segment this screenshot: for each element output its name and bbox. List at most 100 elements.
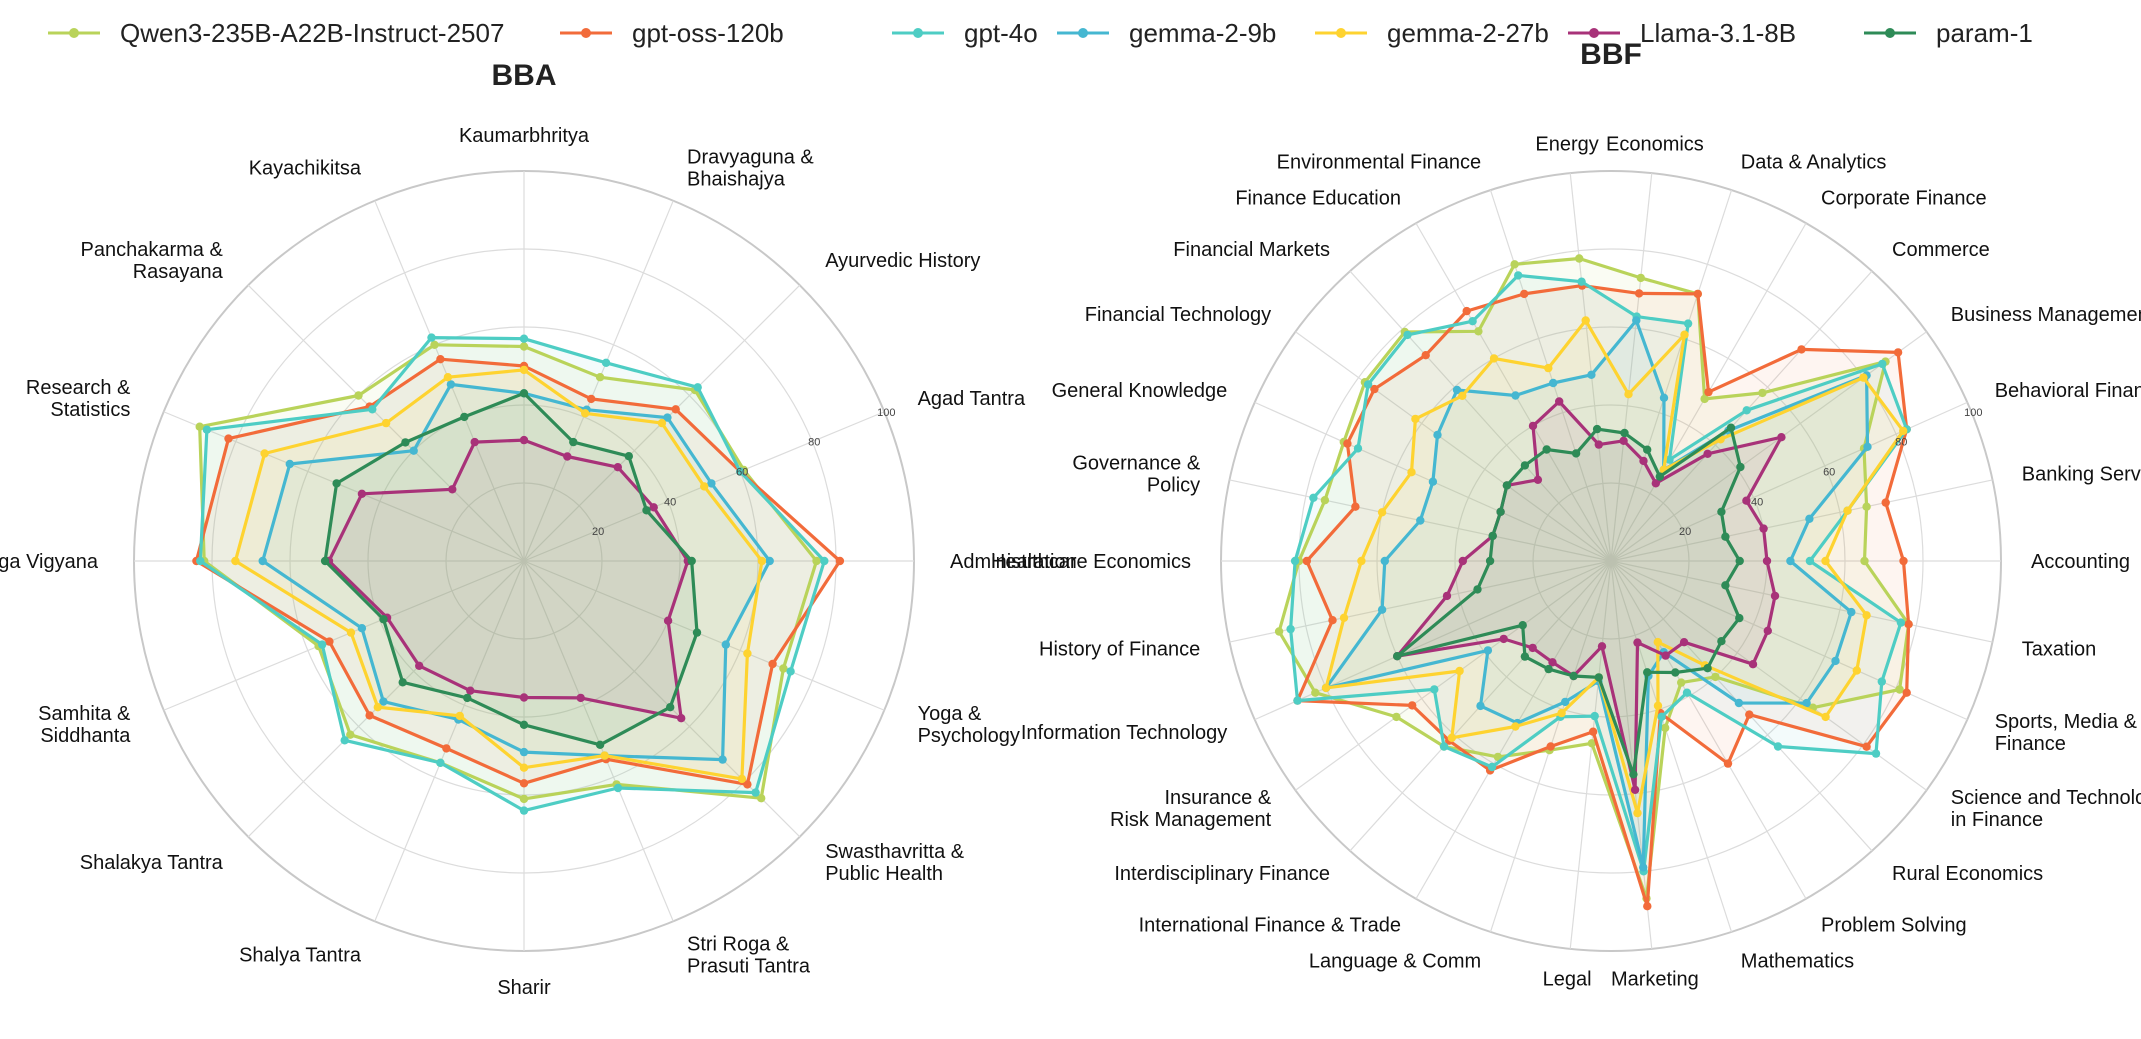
data-point (1594, 440, 1604, 449)
category-label-line: Data & Analytics (1741, 152, 1887, 174)
data-point (1711, 672, 1720, 682)
category-label-line: Rasayana (133, 261, 224, 283)
data-point (737, 774, 747, 784)
category-label: Samhita & Siddhanta (38, 703, 131, 747)
data-point (368, 405, 377, 414)
data-point (1881, 498, 1890, 507)
data-point (1735, 613, 1744, 623)
category-label-line: History of Finance (1039, 638, 1200, 660)
category-label: Problem Solving (1821, 915, 1967, 937)
data-point (519, 693, 529, 702)
grid-spoke (1610, 560, 1993, 643)
data-point (1520, 461, 1530, 470)
data-point (700, 482, 709, 491)
data-point (436, 355, 445, 364)
data-point (786, 667, 795, 676)
data-point (1657, 712, 1666, 721)
data-point (576, 693, 585, 703)
category-label: Finance Education (1235, 187, 1401, 209)
grid-spoke (523, 560, 885, 711)
data-point (1639, 863, 1648, 872)
data-point (757, 794, 766, 803)
grid-spoke (1610, 479, 1993, 562)
data-point (379, 697, 388, 706)
data-point (1899, 426, 1908, 436)
data-point (1408, 701, 1417, 710)
category-label-line: Sports, Media & (1995, 711, 2138, 733)
data-point (1520, 289, 1529, 299)
category-label-line: Psychology (918, 725, 1020, 747)
legend-item: gpt-oss-120b (560, 18, 784, 48)
grid-spoke (1295, 331, 1612, 562)
data-point (1309, 493, 1318, 502)
radial-tick-label: 40 (1751, 496, 1763, 508)
category-label-line: Dravyaguna & (687, 146, 814, 168)
data-point (1721, 581, 1730, 590)
category-label-line: Mathematics (1741, 950, 1854, 972)
category-label-line: Energy (1535, 133, 1598, 155)
data-point (460, 412, 469, 422)
legend-label: gemma-2-27b (1387, 18, 1549, 48)
category-label-line: Banking Services (2022, 464, 2141, 486)
legend-label: gpt-4o (964, 18, 1038, 48)
data-point (1328, 616, 1337, 625)
data-point (1802, 698, 1811, 708)
data-point (455, 711, 464, 721)
data-point (1821, 556, 1830, 566)
data-point (448, 485, 457, 494)
data-point (1380, 556, 1390, 566)
category-label-line: Kaumarbhritya (459, 125, 590, 147)
data-point (1421, 351, 1430, 360)
legend-swatch-marker (581, 28, 591, 38)
category-label-line: Legal (1543, 969, 1592, 991)
data-point (1370, 384, 1379, 394)
category-label-line: Rural Economics (1892, 863, 2043, 885)
category-label-line: Research & (26, 377, 131, 399)
data-point (519, 794, 529, 804)
series-fill (325, 393, 697, 745)
data-point (1428, 477, 1438, 486)
data-point (1489, 354, 1499, 363)
category-label: Language & Comm (1309, 950, 1481, 972)
data-point (1458, 391, 1467, 400)
data-point (1510, 260, 1519, 269)
data-point (1661, 651, 1670, 660)
data-point (1862, 611, 1871, 620)
data-point (663, 413, 672, 422)
data-point (346, 730, 355, 739)
data-point (613, 463, 622, 472)
data-point (693, 383, 702, 392)
grid-spoke (1610, 560, 1807, 900)
data-point (1569, 671, 1578, 681)
category-label: Science and Technologyin Finance (1951, 787, 2141, 831)
category-label: Behavioral Finance (1995, 380, 2141, 402)
grid-spoke (163, 411, 525, 562)
data-point (1852, 666, 1862, 675)
data-point (1742, 496, 1751, 505)
data-point (1594, 673, 1604, 682)
data-point (318, 640, 327, 649)
category-label: Insurance & Risk Management (1110, 787, 1272, 831)
data-point (743, 780, 752, 789)
data-point (1588, 727, 1598, 736)
data-point (1679, 638, 1689, 647)
category-label-line: Corporate Finance (1821, 187, 1987, 209)
category-label-line: Finance (1995, 733, 2066, 755)
data-point (202, 425, 212, 434)
data-point (600, 751, 609, 760)
legend-swatch-marker (1078, 28, 1088, 38)
radial-tick-label: 60 (736, 467, 748, 479)
data-point (812, 556, 821, 566)
data-point (195, 422, 204, 431)
data-point (751, 788, 760, 797)
data-point (624, 452, 633, 461)
series-fill (329, 440, 688, 719)
category-label: Interdisciplinary Finance (1114, 863, 1330, 885)
legend-label: Qwen3-235B-A22B-Instruct-2507 (120, 18, 504, 48)
category-label: Taxation (2022, 638, 2097, 660)
data-point (1587, 370, 1596, 379)
data-point (1496, 507, 1505, 516)
data-point (1877, 677, 1887, 686)
category-label-line: in Finance (1951, 809, 2043, 831)
category-label: Financial Markets (1173, 239, 1330, 261)
